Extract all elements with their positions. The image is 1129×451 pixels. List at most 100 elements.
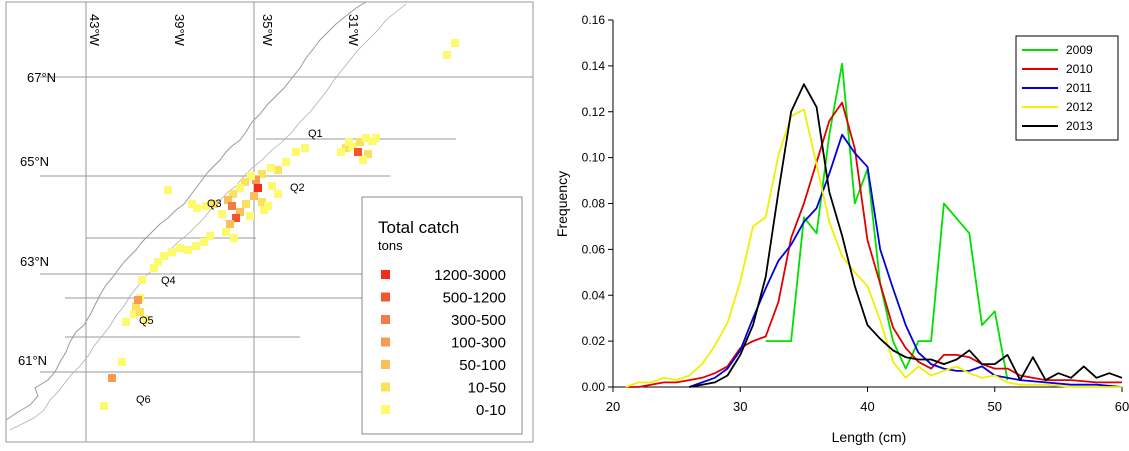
catch-square [342, 144, 350, 152]
catch-square [258, 198, 266, 206]
catch-square [154, 258, 162, 266]
x-tick-label: 20 [606, 399, 620, 414]
catch-square [242, 200, 250, 208]
catch-square [274, 166, 282, 174]
catch-square [200, 238, 208, 246]
legend-label-2011: 2011 [1066, 81, 1092, 95]
legend-class-label: 1200-3000 [434, 267, 506, 284]
area-label-q6: Q6 [136, 394, 151, 406]
catch-square [246, 212, 254, 220]
y-tick-label: 0.06 [582, 242, 606, 256]
catch-square [130, 310, 138, 318]
catch-square [229, 190, 237, 198]
catch-square [268, 182, 276, 190]
lon-label-43w: 43°W [87, 14, 102, 47]
catch-square [345, 138, 353, 146]
legend-swatch [381, 315, 390, 324]
catch-square [206, 232, 214, 240]
y-tick-label: 0.12 [582, 105, 606, 119]
catch-square [260, 206, 268, 214]
catch-square [236, 208, 244, 216]
x-axis-title: Length (cm) [832, 429, 907, 445]
catch-square [168, 248, 176, 256]
legend-unit: tons [378, 238, 403, 253]
legend-swatch [381, 382, 390, 392]
catch-square [142, 316, 150, 324]
catch-square [202, 202, 210, 210]
legend-swatch [381, 270, 390, 279]
lon-label-35w: 35°W [260, 14, 275, 47]
catch-square [250, 192, 258, 200]
lat-label-63n: 63°N [20, 254, 49, 269]
series-line-2011 [688, 133, 1123, 388]
catch-square [100, 402, 108, 410]
legend-class-label: 300-500 [451, 312, 506, 329]
length-frequency-plot: 0.00 0.02 0.04 0.06 0.08 0.10 0.12 0.14 0.16 20 30… [554, 13, 1129, 445]
catch-square [122, 318, 130, 326]
catch-square [134, 296, 142, 304]
legend-title: Total catch [378, 218, 459, 237]
catch-square [356, 138, 364, 146]
y-tick-label: 0.14 [582, 59, 606, 73]
legend-label-2013: 2013 [1066, 119, 1093, 133]
series-line-2012 [625, 108, 1122, 388]
catch-square [222, 228, 230, 236]
catch-square [228, 202, 236, 210]
catch-square [164, 186, 172, 194]
legend-swatch [381, 292, 390, 302]
lon-label-31w: 31°W [346, 14, 361, 47]
y-tick-label: 0.04 [582, 288, 606, 302]
lat-label-67n: 67°N [27, 70, 56, 85]
lat-label-61n: 61°N [18, 353, 47, 368]
catch-square [160, 252, 168, 260]
catch-square [136, 308, 144, 316]
catch-square [192, 242, 200, 250]
catch-square [138, 276, 146, 284]
catch-square [226, 220, 234, 228]
catch-square [258, 170, 266, 178]
catch-square [292, 148, 300, 156]
catch-square [210, 200, 218, 208]
legend-swatch [381, 405, 390, 414]
series-line-2013 [689, 83, 1123, 388]
catch-squares [100, 39, 459, 410]
y-tick-label: 0.08 [582, 197, 606, 211]
catch-square [150, 264, 158, 272]
catch-square [364, 150, 372, 158]
y-axis-title: Frequency [554, 171, 570, 237]
legend-swatch [381, 337, 390, 347]
catch-square [176, 244, 184, 252]
catch-square [108, 374, 116, 382]
catch-legend: Total catch tons 1200-3000 500-1200 300-50… [361, 196, 523, 435]
area-label-q5: Q5 [139, 315, 154, 327]
catch-square [132, 302, 140, 310]
catch-square [230, 234, 238, 242]
catch-square [372, 134, 380, 142]
catch-square [252, 176, 260, 184]
catch-square [359, 156, 367, 164]
y-tick-label: 0.00 [582, 380, 606, 394]
legend-class-label: 0-10 [476, 402, 506, 419]
catch-square [224, 196, 232, 204]
area-label-q1: Q1 [308, 128, 323, 140]
catch-square [282, 158, 290, 166]
catch-map: 43°W 39°W 35°W 31°W 67°N 65°N 63°N 61°N … [0, 0, 541, 446]
catch-square [118, 358, 126, 366]
catch-square [184, 246, 192, 254]
y-tick-label: 0.10 [582, 151, 606, 165]
catch-square [193, 204, 201, 212]
catch-square [451, 39, 459, 47]
area-label-q2: Q2 [290, 182, 305, 194]
area-label-q3: Q3 [207, 198, 222, 210]
catch-square [337, 148, 345, 156]
x-tick-label: 50 [988, 399, 1002, 414]
catch-square [349, 143, 357, 151]
series-line-2010 [625, 101, 1122, 388]
legend-label-2009: 2009 [1066, 43, 1093, 57]
lon-label-39w: 39°W [172, 14, 187, 47]
catch-map-figure: 43°W 39°W 35°W 31°W 67°N 65°N 63°N 61°N … [5, 1, 534, 443]
x-tick-label: 60 [1115, 399, 1129, 414]
catch-square [218, 210, 226, 218]
legend-label-2010: 2010 [1066, 62, 1093, 76]
legend-class-label: 10-50 [468, 380, 506, 397]
